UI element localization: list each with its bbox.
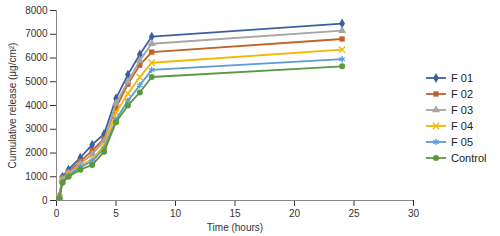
svg-text:2000: 2000 [25,147,48,158]
svg-text:Cumulative release (μg/cm²): Cumulative release (μg/cm²) [7,43,18,169]
svg-text:0: 0 [54,208,60,219]
svg-text:30: 30 [408,208,420,219]
svg-text:15: 15 [229,208,241,219]
html-text:F 02: F 02 [451,88,473,100]
svg-text:3000: 3000 [25,123,48,134]
svg-text:25: 25 [348,208,360,219]
svg-text:5000: 5000 [25,76,48,87]
svg-text:4000: 4000 [25,100,48,111]
html-text:Control: Control [451,152,487,164]
svg-text:10: 10 [170,208,182,219]
svg-text:7000: 7000 [25,28,48,39]
svg-text:5: 5 [113,208,119,219]
svg-text:1000: 1000 [25,171,48,182]
svg-text:6000: 6000 [25,52,48,63]
html-text:F 04: F 04 [451,120,473,132]
svg-text:0: 0 [42,195,48,206]
svg-text:Time (hours): Time (hours) [207,222,263,233]
html-text:F 05: F 05 [451,136,473,148]
svg-text:20: 20 [289,208,301,219]
svg-text:8000: 8000 [25,5,48,16]
html-text:F 03: F 03 [451,104,473,116]
html-text:F 01: F 01 [451,72,473,84]
